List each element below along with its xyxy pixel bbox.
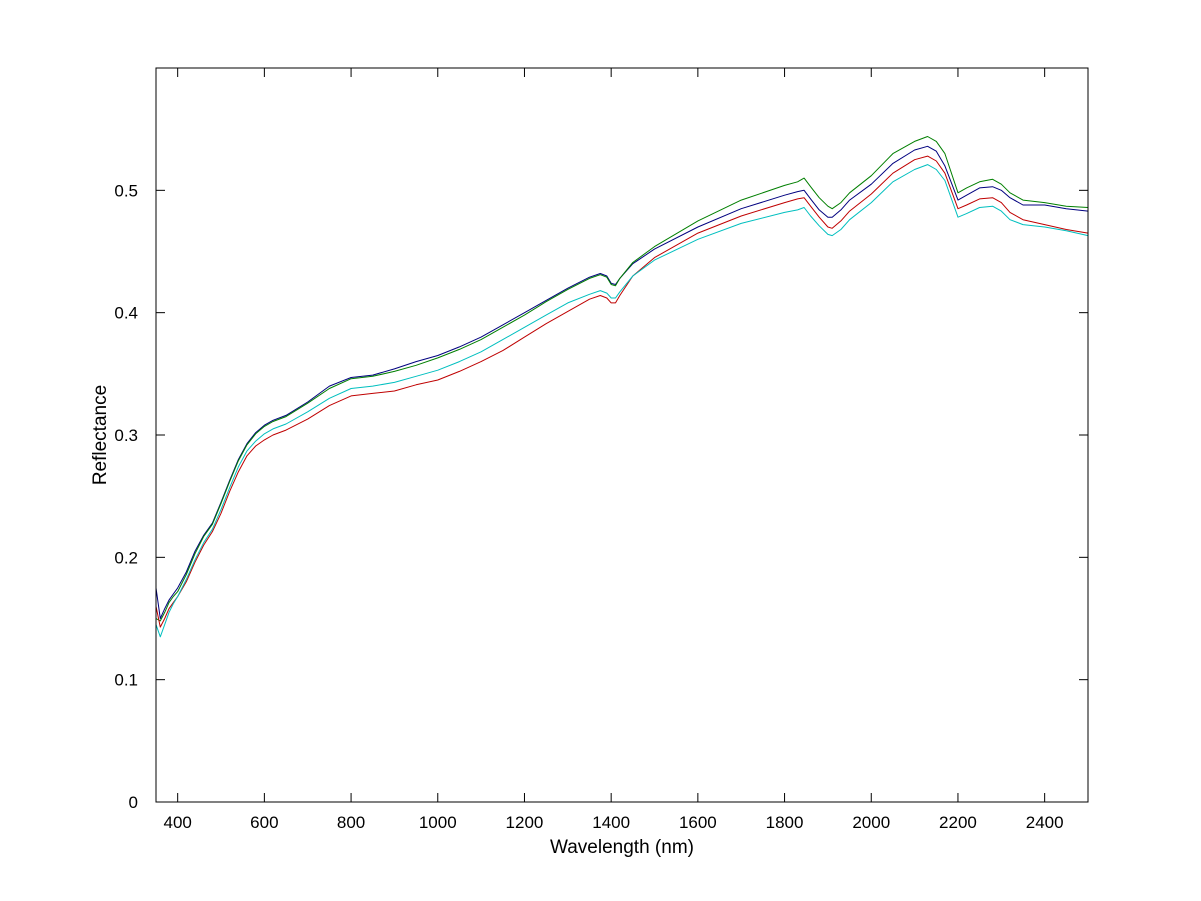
y-axis-label: Reflectance xyxy=(90,385,111,485)
series-line-2 xyxy=(155,136,1089,622)
y-tick-label-0: 0 xyxy=(129,793,138,812)
x-tick-label-1000: 1000 xyxy=(419,813,457,832)
x-axis-label: Wavelength (nm) xyxy=(550,837,694,858)
x-tick-label-1400: 1400 xyxy=(592,813,630,832)
x-tick-label-2000: 2000 xyxy=(852,813,890,832)
y-tick-label-4: 0.4 xyxy=(114,304,138,323)
x-tick-label-1200: 1200 xyxy=(506,813,544,832)
tick-layer: 400 600 800 1000 1200 1400 1600 1800 2000 2200 240… xyxy=(114,68,1088,832)
x-tick-label-400: 400 xyxy=(163,813,191,832)
y-tick-label-3: 0.3 xyxy=(114,426,138,445)
x-tick-label-1800: 1800 xyxy=(766,813,804,832)
y-tick-label-2: 0.2 xyxy=(114,548,138,567)
x-tick-label-1600: 1600 xyxy=(679,813,717,832)
y-tick-label-1: 0.1 xyxy=(114,671,138,690)
plot-area xyxy=(156,68,1088,802)
series-layer xyxy=(155,136,1089,638)
x-tick-label-600: 600 xyxy=(250,813,278,832)
x-tick-label-800: 800 xyxy=(337,813,365,832)
series-line-4 xyxy=(155,164,1089,638)
x-tick-label-2200: 2200 xyxy=(939,813,977,832)
x-tick-label-2400: 2400 xyxy=(1026,813,1064,832)
axes-frame xyxy=(155,67,1089,803)
y-tick-label-5: 0.5 xyxy=(114,181,138,200)
series-line-3 xyxy=(155,155,1089,628)
